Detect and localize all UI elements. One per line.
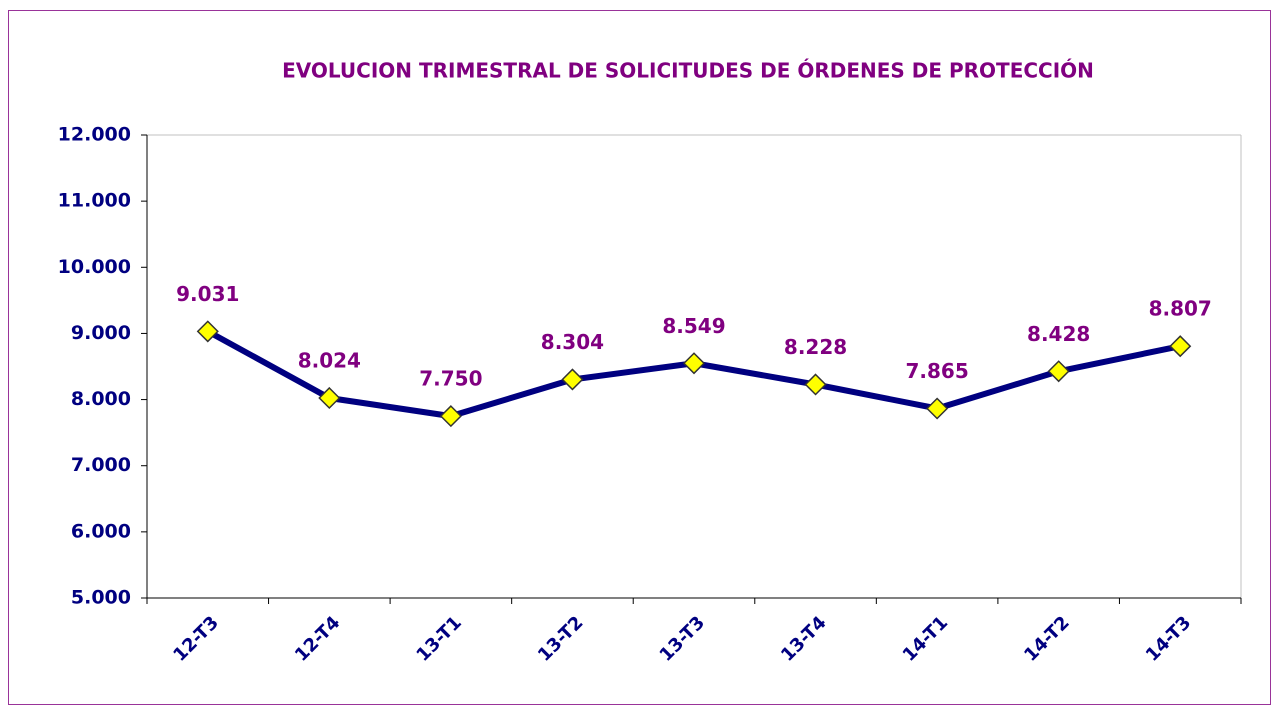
y-tick-label: 8.000: [71, 388, 131, 410]
data-marker: [682, 352, 706, 375]
data-marker: [1169, 335, 1192, 358]
data-label: 8.024: [298, 348, 361, 372]
data-label: 7.750: [419, 367, 482, 391]
data-marker: [926, 397, 949, 420]
data-marker: [196, 320, 219, 343]
data-marker: [318, 386, 341, 410]
chart-frame: [8, 10, 1271, 705]
data-label: 7.865: [905, 359, 968, 383]
data-marker: [804, 373, 827, 396]
data-label: 8.807: [1149, 297, 1212, 321]
chart-title: EVOLUCION TRIMESTRAL DE SOLICITUDES DE Ó…: [282, 59, 1094, 83]
data-marker: [1047, 360, 1070, 383]
data-marker: [561, 368, 584, 391]
y-tick-label: 10.000: [58, 256, 131, 278]
y-tick-label: 6.000: [71, 520, 131, 542]
data-label: 8.549: [662, 314, 725, 338]
data-label: 8.428: [1027, 322, 1090, 346]
y-tick-label: 9.000: [71, 322, 131, 344]
data-label: 8.228: [784, 335, 847, 359]
data-marker: [439, 405, 462, 428]
data-label: 9.031: [176, 282, 239, 306]
y-tick-label: 7.000: [71, 454, 131, 476]
data-label: 8.304: [541, 330, 604, 354]
y-tick-label: 11.000: [58, 190, 131, 212]
y-tick-label: 5.000: [71, 587, 131, 609]
y-tick-label: 12.000: [58, 124, 131, 146]
